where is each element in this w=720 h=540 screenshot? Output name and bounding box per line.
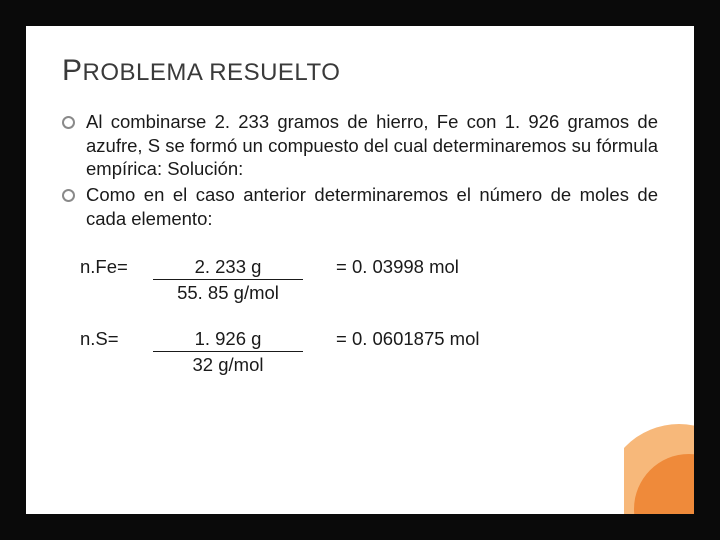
corner-decoration [624, 394, 694, 514]
calc-numerator: 1. 926 g [153, 328, 303, 352]
bullet-item: Al combinarse 2. 233 gramos de hierro, F… [62, 110, 658, 181]
calc-denominator: 55. 85 g/mol [148, 280, 308, 304]
bullet-list: Al combinarse 2. 233 gramos de hierro, F… [62, 110, 658, 230]
calc-fraction: 1. 926 g 32 g/mol [148, 328, 308, 376]
calc-label: n.Fe= [80, 256, 148, 278]
bullet-item: Como en el caso anterior determinaremos … [62, 183, 658, 230]
calc-label: n.S= [80, 328, 148, 350]
calc-fraction: 2. 233 g 55. 85 g/mol [148, 256, 308, 304]
calc-result: = 0. 03998 mol [308, 256, 459, 278]
calc-result: = 0. 0601875 mol [308, 328, 479, 350]
calc-denominator: 32 g/mol [148, 352, 308, 376]
bullet-text: Como en el caso anterior determinaremos … [86, 184, 658, 229]
calc-numerator: 2. 233 g [153, 256, 303, 280]
deco-circle-outer [624, 424, 694, 514]
slide-title: PROBLEMA RESUELTO [62, 54, 658, 88]
calc-row-s: n.S= 1. 926 g 32 g/mol = 0. 0601875 mol [62, 328, 658, 376]
bullet-text: Al combinarse 2. 233 gramos de hierro, F… [86, 111, 658, 179]
calculations: n.Fe= 2. 233 g 55. 85 g/mol = 0. 03998 m… [62, 256, 658, 376]
deco-circle-inner [634, 454, 694, 514]
title-rest: ROBLEMA RESUELTO [83, 59, 341, 86]
slide: PROBLEMA RESUELTO Al combinarse 2. 233 g… [26, 26, 694, 514]
title-firstcap: P [62, 54, 83, 87]
calc-row-fe: n.Fe= 2. 233 g 55. 85 g/mol = 0. 03998 m… [62, 256, 658, 304]
